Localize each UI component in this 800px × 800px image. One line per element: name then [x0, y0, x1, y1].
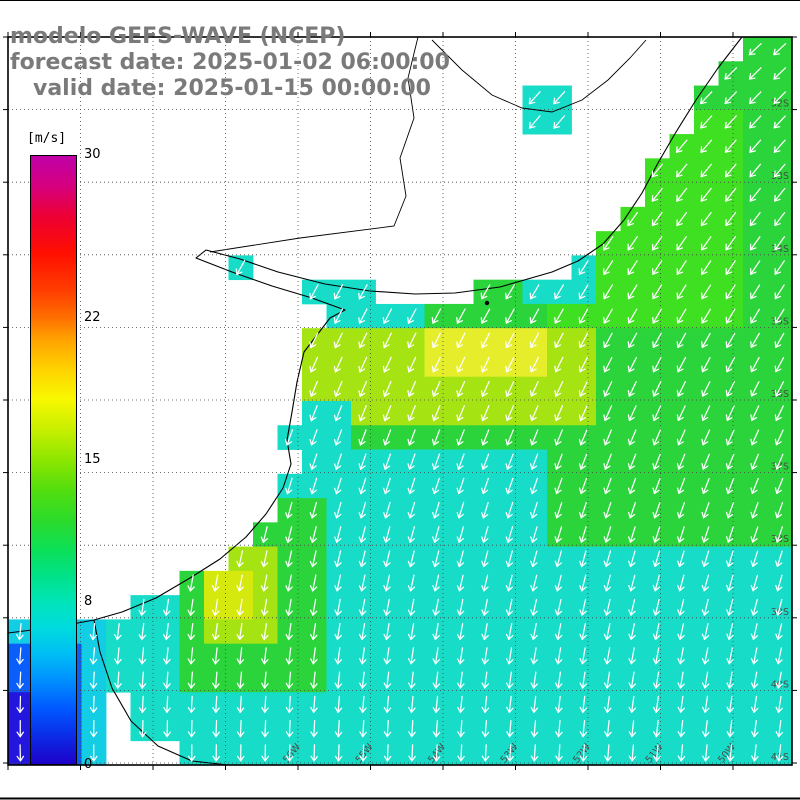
colorbar-tick-label: 8: [84, 594, 93, 610]
latitude-label: 39S: [771, 607, 789, 618]
forecast-date: forecast date: 2025-01-02 06:00:00: [10, 50, 450, 75]
colorbar-tick-label: 15: [84, 452, 101, 467]
latitude-label: 35S: [771, 316, 789, 327]
map-title-block: modelo GEFS-WAVE (NCEP) forecast date: 2…: [10, 24, 450, 102]
island-dot: [484, 300, 490, 306]
colorbar-tick-label: 22: [84, 309, 101, 325]
colorbar: [30, 155, 77, 765]
valid-date: valid date: 2025-01-15 00:00:00: [10, 76, 431, 101]
map-frame: [3, 32, 797, 770]
latitude-label: 32S: [771, 99, 789, 110]
colorbar-unit-label: [m/s]: [27, 131, 67, 146]
latitude-label: 33S: [771, 171, 789, 182]
model-title: modelo GEFS-WAVE (NCEP): [10, 24, 346, 49]
wave-field-cells: [8, 37, 793, 766]
colorbar-tick-label: 0: [84, 757, 93, 772]
colorbar-tick-label: 30: [84, 147, 101, 162]
latitude-label: 41S: [771, 752, 789, 763]
river-border-lines: [209, 36, 647, 253]
latitude-label: 34S: [771, 244, 789, 255]
latitude-label: 40S: [771, 679, 789, 690]
